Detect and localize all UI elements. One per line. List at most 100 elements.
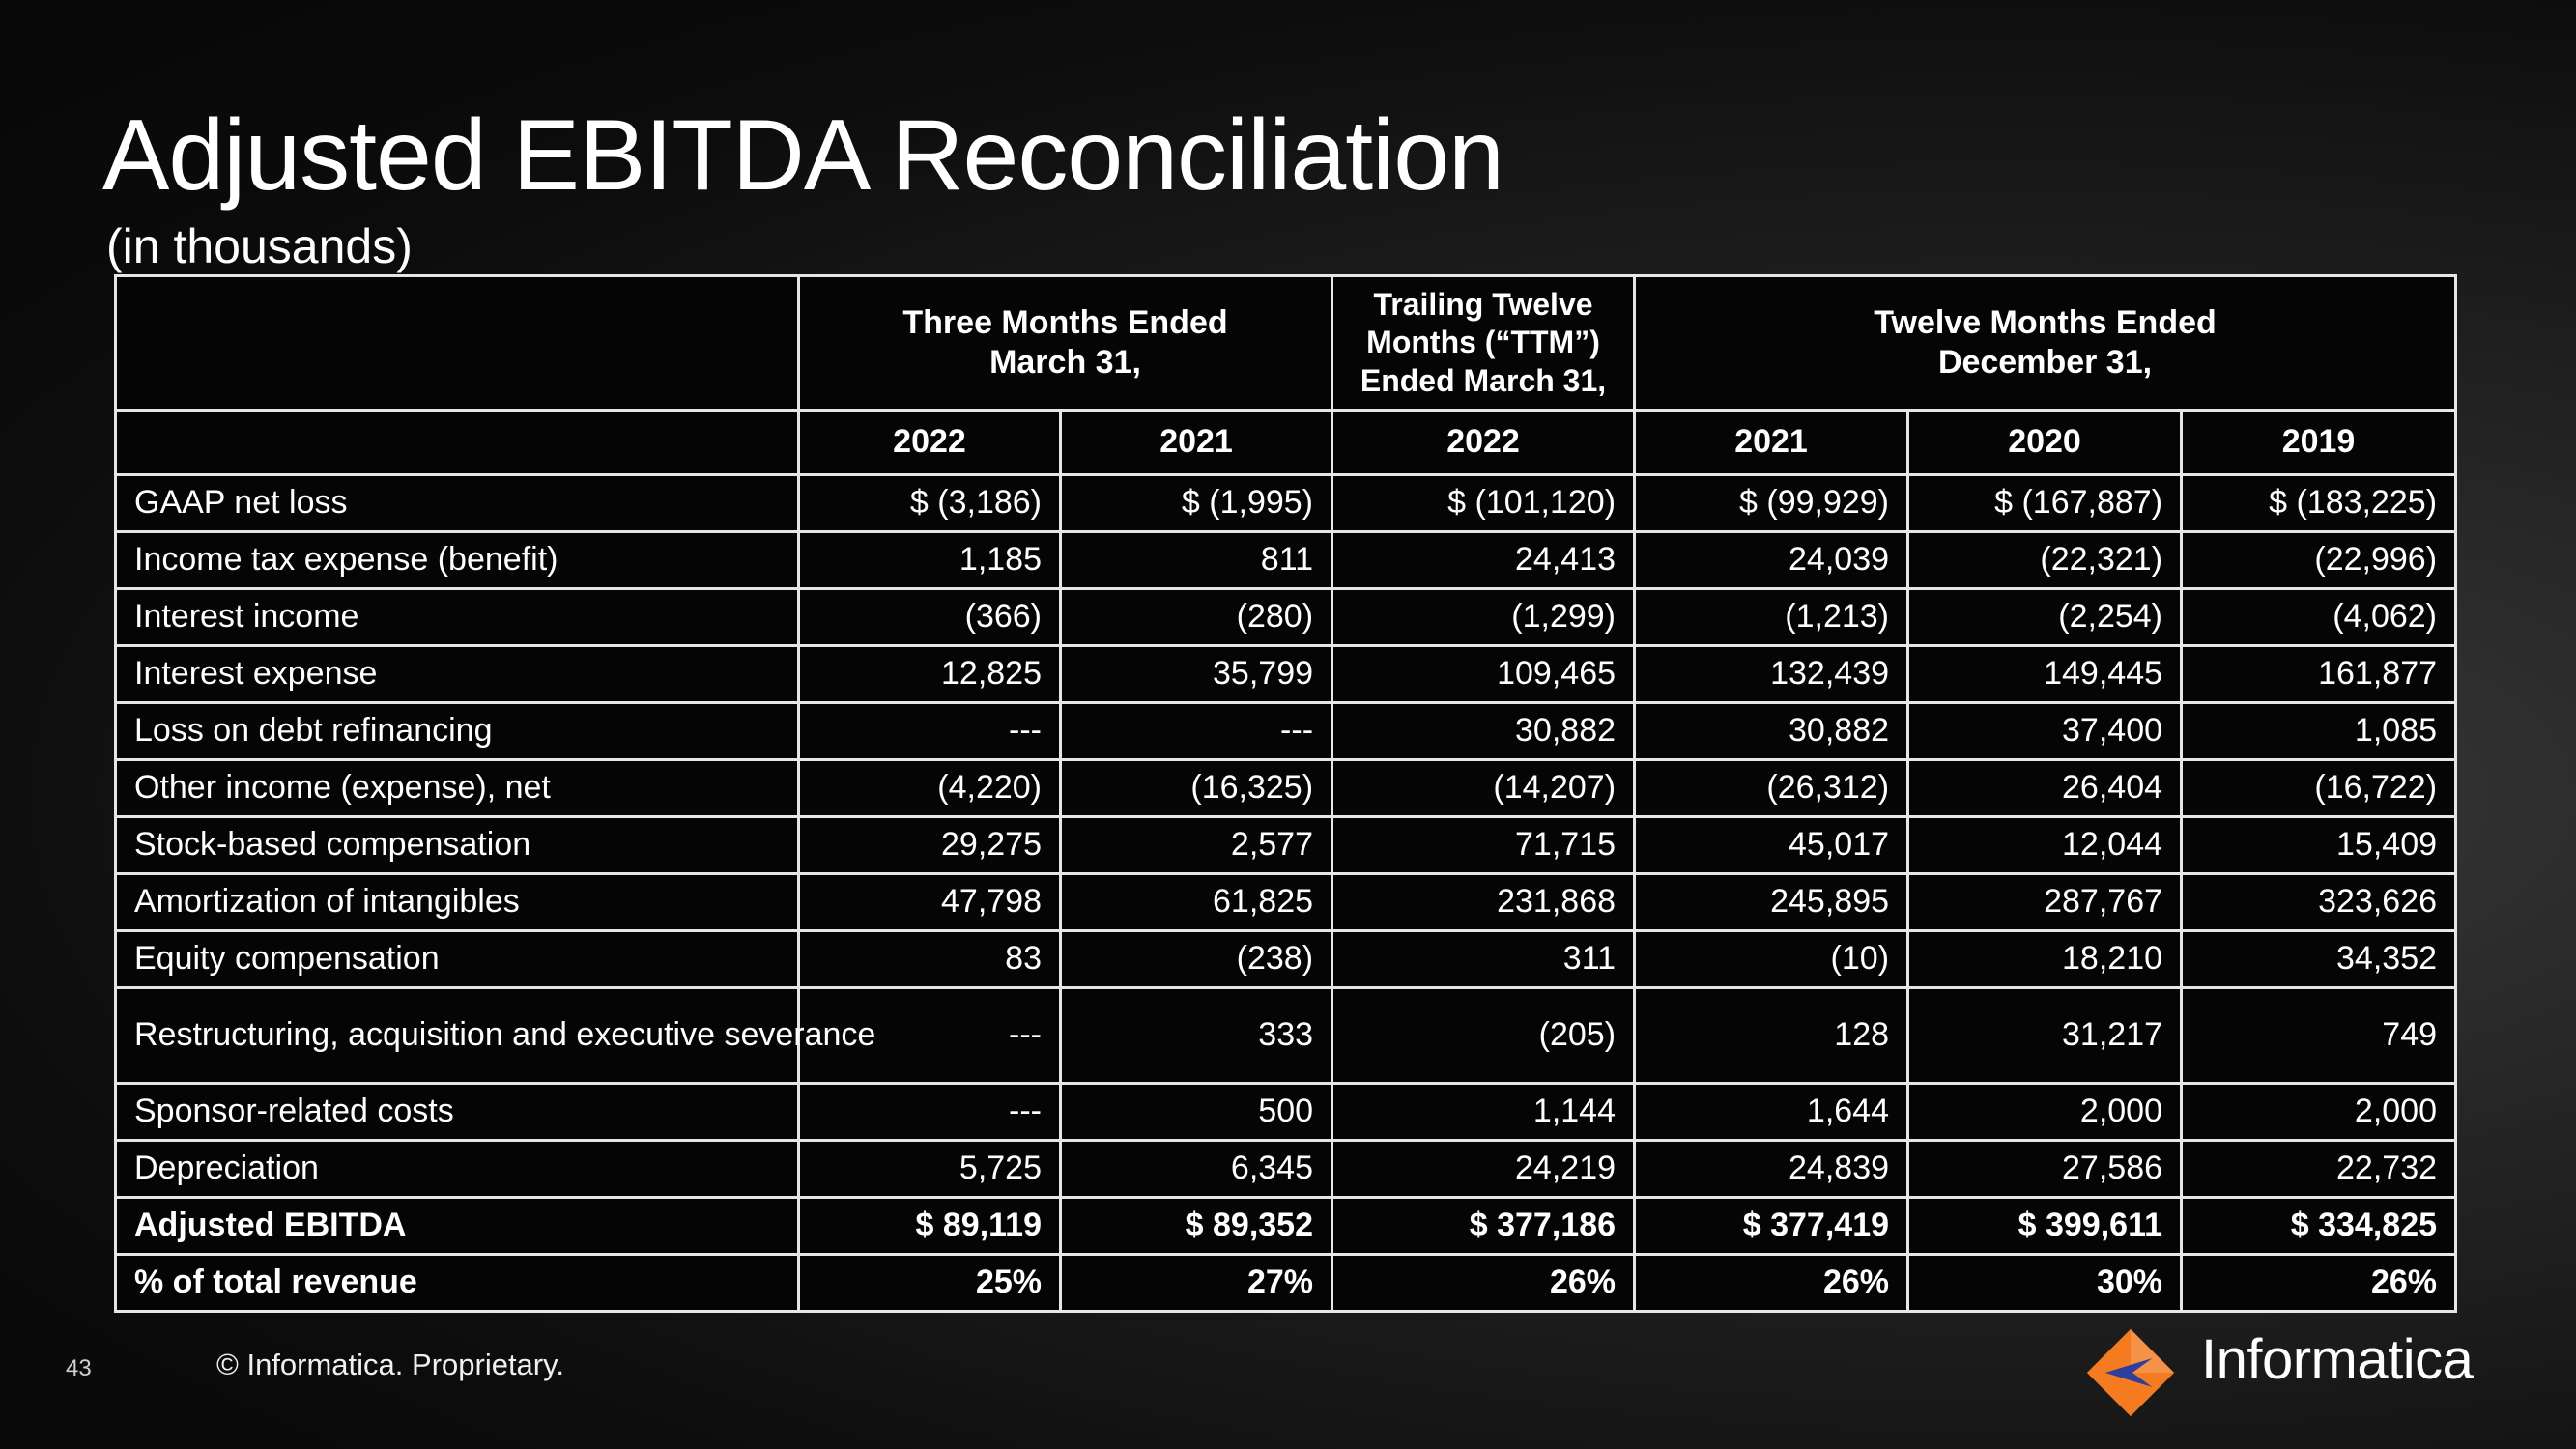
table-row: Stock-based compensation 29,275 2,577 71,71…	[114, 815, 2458, 875]
value-cell: (1,299)	[1331, 587, 1637, 647]
value-cell: (26,312)	[1633, 758, 1910, 818]
year-header-row: 2022 2021 2022 2021 2020 2019	[114, 409, 2458, 476]
logo-arrow	[2104, 1357, 2153, 1388]
value-cell: ---	[797, 701, 1062, 761]
value-cell: 1,144	[1331, 1082, 1637, 1142]
row-label: % of total revenue	[114, 1253, 800, 1313]
table-row: Other income (expense), net (4,220) (16,32…	[114, 758, 2458, 818]
value-cell: $ (101,120)	[1331, 473, 1637, 533]
group-header-row: Three Months Ended March 31, Trailing Tw…	[114, 274, 2458, 412]
value-cell: 1,185	[797, 530, 1062, 590]
value-cell: 2,000	[1906, 1082, 2184, 1142]
value-cell: $ 334,825	[2180, 1196, 2458, 1256]
units-note: (in thousands)	[106, 219, 413, 273]
value-cell: 26%	[2180, 1253, 2458, 1313]
value-cell: 500	[1058, 1082, 1334, 1142]
value-cell: 333	[1058, 986, 1334, 1085]
table-row: Amortization of intangibles 47,798 61,825 2…	[114, 872, 2458, 932]
value-cell: 24,413	[1331, 530, 1637, 590]
value-cell: 2,577	[1058, 815, 1334, 875]
value-cell: 47,798	[797, 872, 1062, 932]
value-cell: 45,017	[1633, 815, 1910, 875]
value-cell: (238)	[1058, 929, 1334, 989]
value-cell: $ (183,225)	[2180, 473, 2458, 533]
row-label: Interest income	[114, 587, 800, 647]
table-row: Interest income (366) (280) (1,299) (1,213)(…	[114, 587, 2458, 647]
value-cell: 31,217	[1906, 986, 2184, 1085]
value-cell: (1,213)	[1633, 587, 1910, 647]
value-cell: (22,321)	[1906, 530, 2184, 590]
value-cell: 15,409	[2180, 815, 2458, 875]
value-cell: 1,085	[2180, 701, 2458, 761]
value-cell: 811	[1058, 530, 1334, 590]
twelve-months-header: Twelve Months Ended December 31,	[1633, 274, 2458, 412]
value-cell: 26%	[1331, 1253, 1637, 1313]
value-cell: 83	[797, 929, 1062, 989]
year-header: 2022	[1331, 409, 1637, 476]
value-cell: 323,626	[2180, 872, 2458, 932]
table-row: GAAP net loss $ (3,186) $ (1,995) $ (101,12…	[114, 473, 2458, 533]
value-cell: 27%	[1058, 1253, 1334, 1313]
table-row: Restructuring, acquisition and executive…	[114, 986, 2458, 1085]
year-header: 2020	[1906, 409, 2184, 476]
table-row: Interest expense 12,825 35,799 109,465 132,4…	[114, 644, 2458, 704]
value-cell: 12,044	[1906, 815, 2184, 875]
row-label: Equity compensation	[114, 929, 800, 989]
value-cell: (14,207)	[1331, 758, 1637, 818]
value-cell: (10)	[1633, 929, 1910, 989]
year-header: 2021	[1058, 409, 1334, 476]
value-cell: 27,586	[1906, 1139, 2184, 1199]
value-cell: (4,062)	[2180, 587, 2458, 647]
value-cell: 311	[1331, 929, 1637, 989]
value-cell: 26%	[1633, 1253, 1910, 1313]
value-cell: $ 399,611	[1906, 1196, 2184, 1256]
value-cell: 12,825	[797, 644, 1062, 704]
value-cell: (16,325)	[1058, 758, 1334, 818]
blank-header-cell	[114, 409, 800, 476]
value-cell: (280)	[1058, 587, 1334, 647]
row-label: Other income (expense), net	[114, 758, 800, 818]
row-label: Loss on debt refinancing	[114, 701, 800, 761]
value-cell: $ 377,419	[1633, 1196, 1910, 1256]
value-cell: 128	[1633, 986, 1910, 1085]
value-cell: $ 377,186	[1331, 1196, 1637, 1256]
row-label: Sponsor-related costs	[114, 1082, 800, 1142]
table-row: Adjusted EBITDA $ 89,119 $ 89,352 $ 377,186…	[114, 1196, 2458, 1256]
ebitda-reconciliation-table: Three Months Ended March 31, Trailing Tw…	[114, 274, 2458, 1313]
value-cell: $ (99,929)	[1633, 473, 1910, 533]
value-cell: 37,400	[1906, 701, 2184, 761]
year-header: 2022	[797, 409, 1062, 476]
value-cell: 25%	[797, 1253, 1062, 1313]
value-cell: 231,868	[1331, 872, 1637, 932]
table-row: Equity compensation 83 (238) 311 (10) 18,210 3…	[114, 929, 2458, 989]
value-cell: ---	[797, 986, 1062, 1085]
value-cell: 6,345	[1058, 1139, 1334, 1199]
informatica-logo-icon	[2086, 1328, 2175, 1417]
value-cell: 71,715	[1331, 815, 1637, 875]
row-label: Stock-based compensation	[114, 815, 800, 875]
page-title: Adjusted EBITDA Reconciliation	[102, 99, 1504, 212]
row-label: Amortization of intangibles	[114, 872, 800, 932]
value-cell: 749	[2180, 986, 2458, 1085]
row-label: Income tax expense (benefit)	[114, 530, 800, 590]
value-cell: 61,825	[1058, 872, 1334, 932]
value-cell: 132,439	[1633, 644, 1910, 704]
value-cell: 22,732	[2180, 1139, 2458, 1199]
value-cell: $ (1,995)	[1058, 473, 1334, 533]
value-cell: 149,445	[1906, 644, 2184, 704]
value-cell: 35,799	[1058, 644, 1334, 704]
row-label: GAAP net loss	[114, 473, 800, 533]
value-cell: 245,895	[1633, 872, 1910, 932]
value-cell: 2,000	[2180, 1082, 2458, 1142]
value-cell: (2,254)	[1906, 587, 2184, 647]
table-row: Loss on debt refinancing --- --- 30,882 30,8…	[114, 701, 2458, 761]
row-label: Restructuring, acquisition and executive…	[114, 986, 875, 1085]
table-row: Sponsor-related costs --- 500 1,144 1,644 2,0…	[114, 1082, 2458, 1142]
value-cell: ---	[1058, 701, 1334, 761]
blank-header-cell	[114, 274, 800, 412]
value-cell: $ (3,186)	[797, 473, 1062, 533]
page-number: 43	[66, 1355, 92, 1381]
value-cell: $ 89,119	[797, 1196, 1062, 1256]
value-cell: $ 89,352	[1058, 1196, 1334, 1256]
value-cell: ---	[797, 1082, 1062, 1142]
